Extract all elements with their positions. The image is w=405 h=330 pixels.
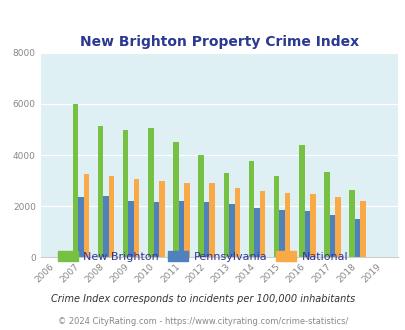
Bar	[83, 174, 89, 257]
Bar	[123, 130, 128, 257]
Bar	[360, 201, 365, 257]
Bar	[203, 202, 209, 257]
Text: Crime Index corresponds to incidents per 100,000 inhabitants: Crime Index corresponds to incidents per…	[51, 294, 354, 304]
Bar	[228, 204, 234, 257]
Bar	[335, 197, 340, 257]
Bar	[279, 210, 284, 257]
Text: © 2024 CityRating.com - https://www.cityrating.com/crime-statistics/: © 2024 CityRating.com - https://www.city…	[58, 317, 347, 326]
Bar	[98, 126, 103, 257]
Bar	[198, 155, 203, 257]
Bar	[209, 183, 214, 257]
Legend: New Brighton, Pennsylvania, National: New Brighton, Pennsylvania, National	[53, 247, 352, 267]
Bar	[109, 176, 114, 257]
Bar	[234, 188, 239, 257]
Bar	[309, 194, 315, 257]
Bar	[304, 212, 309, 257]
Title: New Brighton Property Crime Index: New Brighton Property Crime Index	[79, 35, 358, 49]
Bar	[323, 172, 329, 257]
Bar	[298, 145, 304, 257]
Bar	[348, 190, 354, 257]
Bar	[329, 215, 335, 257]
Bar	[248, 161, 254, 257]
Bar	[184, 183, 189, 257]
Bar	[354, 219, 360, 257]
Bar	[153, 202, 159, 257]
Bar	[128, 201, 134, 257]
Bar	[259, 191, 264, 257]
Bar	[148, 128, 153, 257]
Bar	[284, 193, 290, 257]
Bar	[134, 180, 139, 257]
Bar	[178, 201, 184, 257]
Bar	[72, 104, 78, 257]
Bar	[254, 208, 259, 257]
Bar	[159, 181, 164, 257]
Bar	[223, 173, 228, 257]
Bar	[173, 142, 178, 257]
Bar	[103, 196, 109, 257]
Bar	[78, 197, 83, 257]
Bar	[273, 176, 279, 257]
